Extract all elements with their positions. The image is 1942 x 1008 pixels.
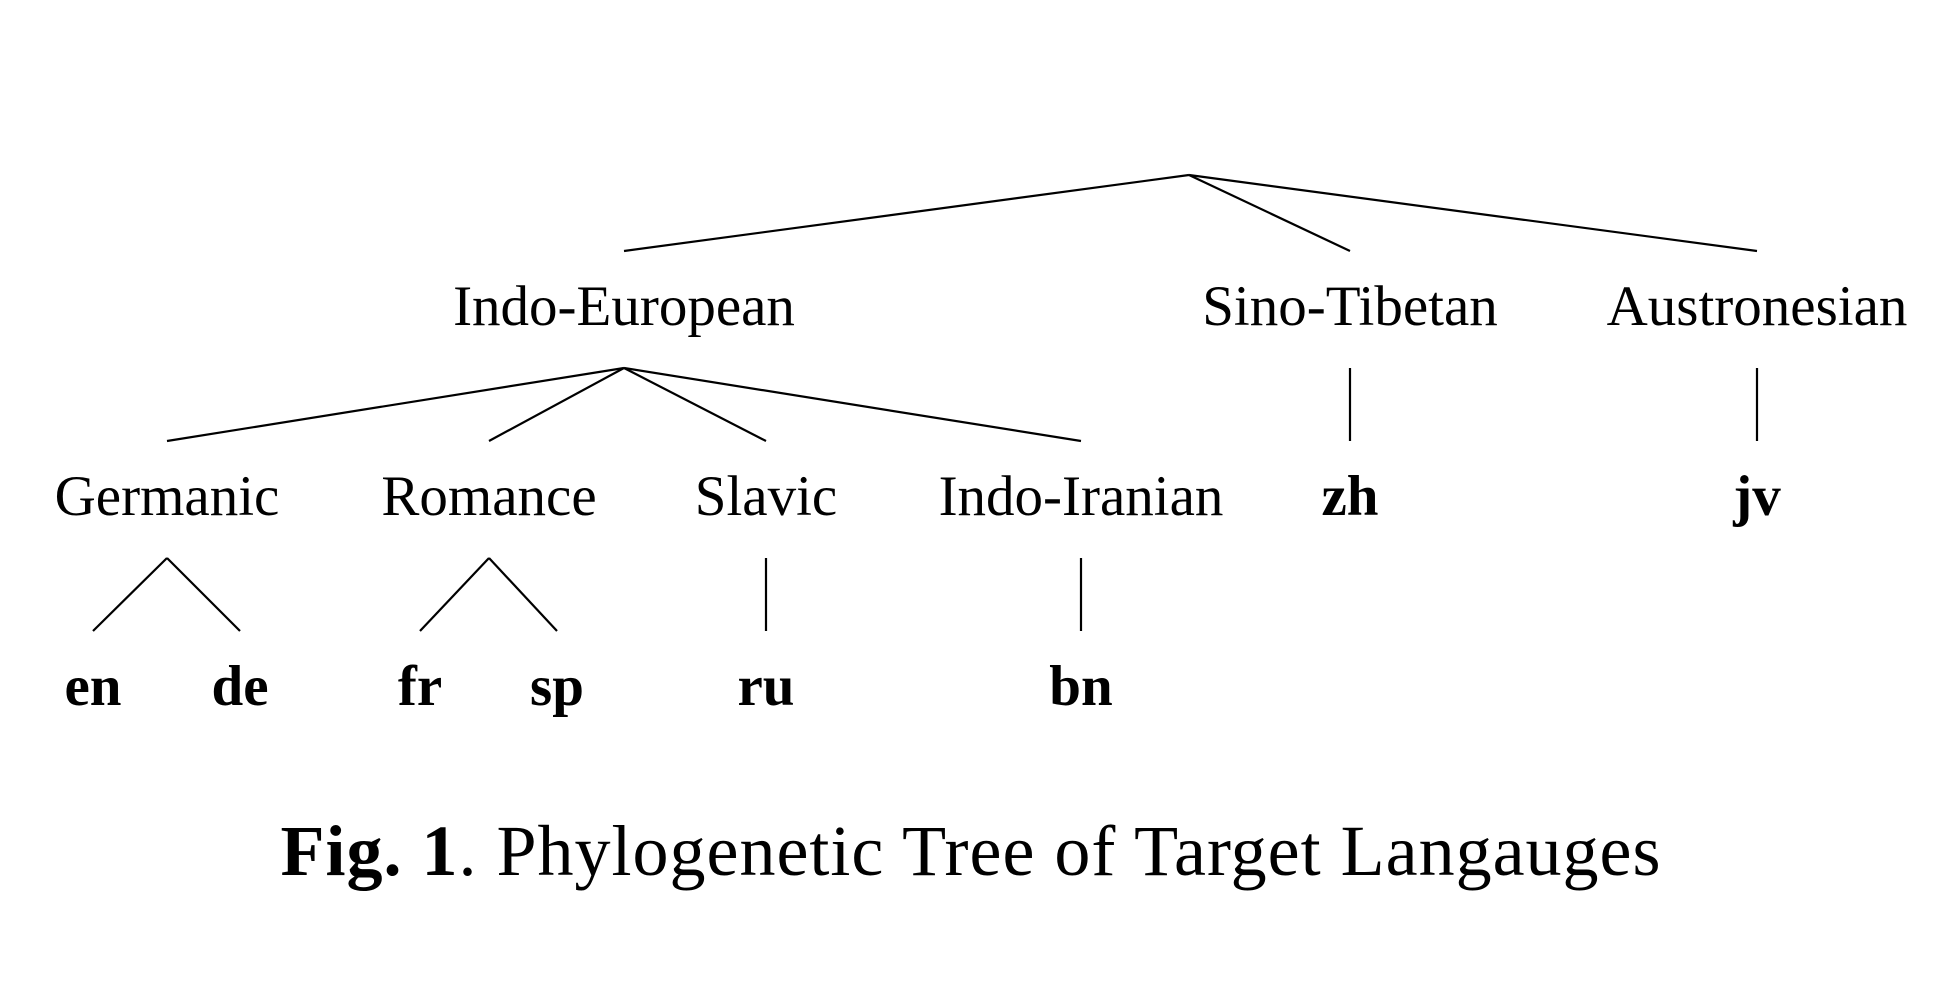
node-slavic: Slavic [695, 465, 837, 528]
edge-root-indo-european [623, 173, 1190, 253]
leaf-jv: jv [1732, 465, 1781, 528]
node-indo-iranian: Indo-Iranian [939, 465, 1224, 528]
node-romance: Romance [381, 465, 596, 528]
node-austronesian: Austronesian [1607, 275, 1908, 338]
edge-root-austronesian [1188, 173, 1758, 253]
edge-root-sino-tibetan [1188, 174, 1351, 252]
node-sino-tibetan: Sino-Tibetan [1202, 275, 1498, 338]
edge-indo-european-romance [488, 367, 625, 442]
leaf-ru: ru [738, 655, 795, 718]
node-indo-european: Indo-European [453, 275, 795, 338]
edge-indo-european-slavic [623, 367, 767, 442]
leaf-bn: bn [1049, 655, 1112, 718]
figure-caption-text: . Phylogenetic Tree of Target Langauges [458, 811, 1662, 891]
leaf-fr: fr [398, 655, 442, 718]
leaf-sp: sp [530, 655, 584, 718]
leaf-zh: zh [1322, 465, 1379, 528]
figure-number: Fig. 1 [280, 811, 459, 891]
edge-romance-fr [419, 557, 490, 632]
edge-germanic-de [166, 557, 241, 632]
edge-indo-european-germanic [166, 366, 625, 443]
leaf-en: en [65, 655, 122, 718]
edge-germanic-en [92, 557, 168, 632]
leaf-de: de [212, 655, 269, 718]
figure-caption: Fig. 1. Phylogenetic Tree of Target Lang… [0, 806, 1942, 896]
edge-indo-european-indo-iranian [623, 366, 1082, 443]
node-germanic: Germanic [55, 465, 280, 528]
edge-romance-sp [488, 557, 558, 632]
